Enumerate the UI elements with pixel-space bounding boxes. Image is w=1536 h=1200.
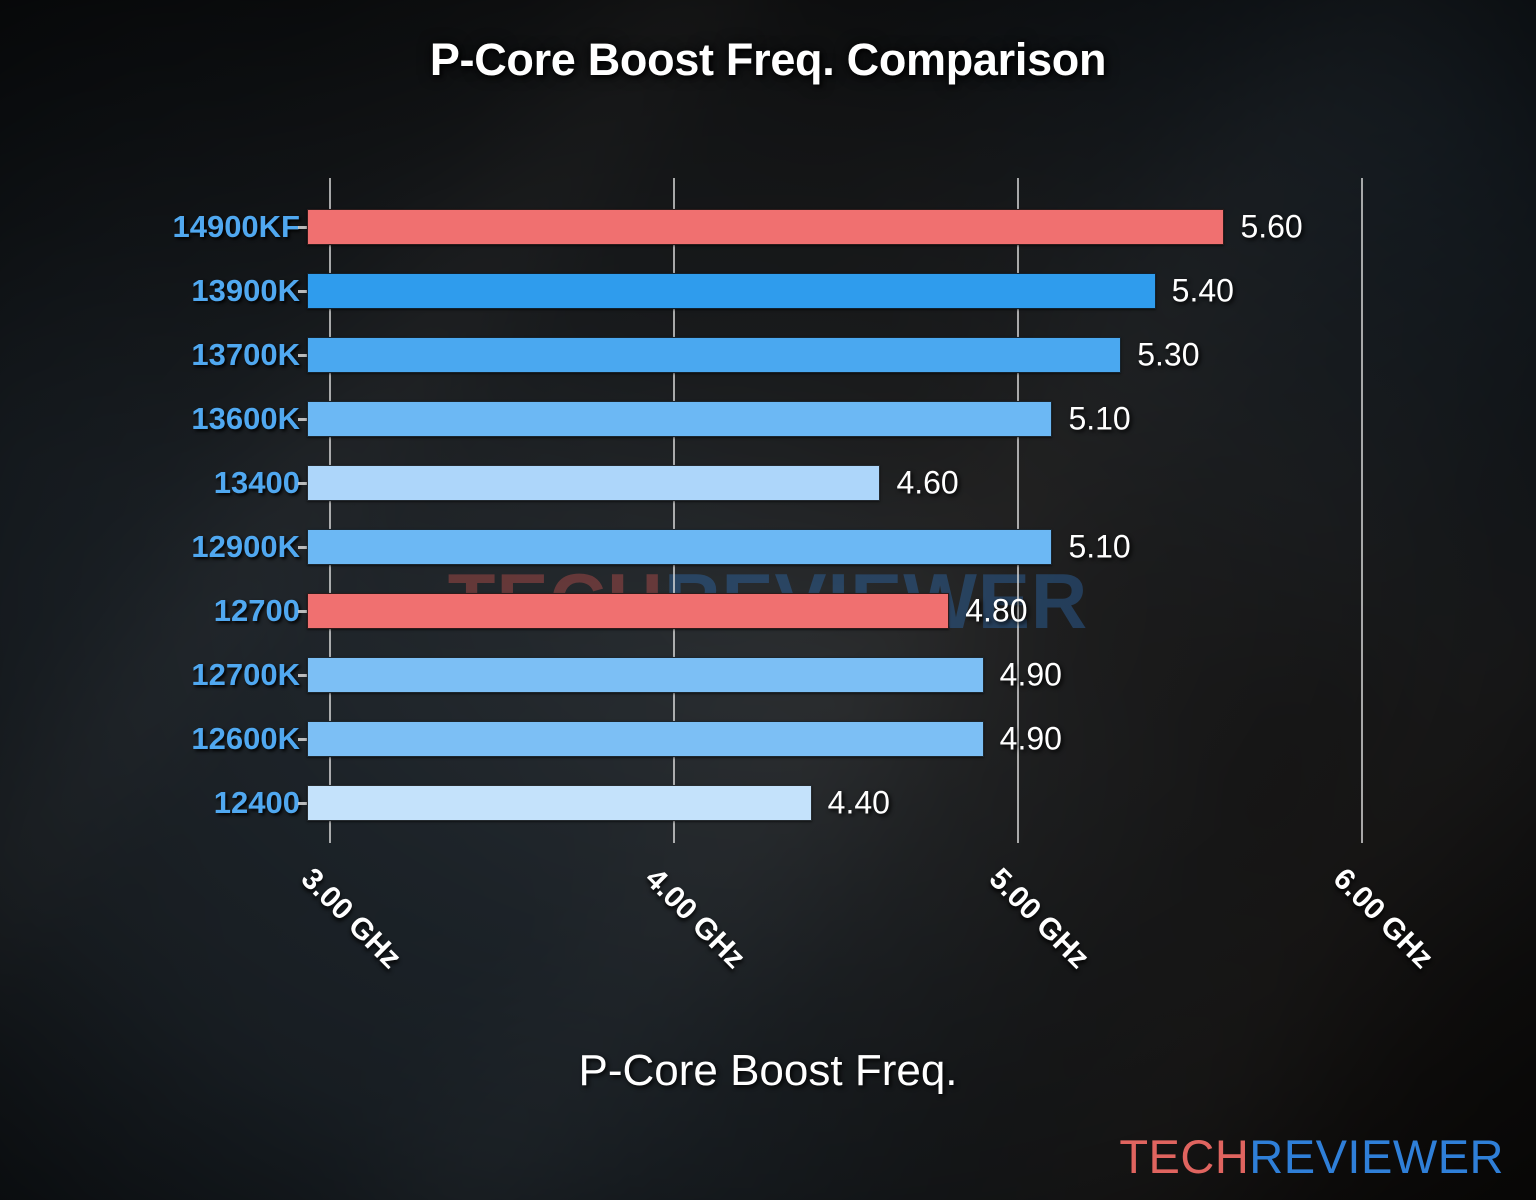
- category-label-14900kf: 14900KF: [172, 209, 300, 244]
- bar-value-label: 4.60: [896, 464, 959, 501]
- category-label-12900k: 12900K: [191, 529, 300, 564]
- category-label-13600k: 13600K: [191, 401, 300, 436]
- bar-row: 13400 4.60: [0, 451, 1536, 515]
- bar-row: 12600K 4.90: [0, 707, 1536, 771]
- bar-value-label: 4.90: [999, 720, 1062, 757]
- bar-13600k[interactable]: [307, 401, 1053, 437]
- gridline-5-00-ghz: [1017, 178, 1020, 843]
- category-label-12700: 12700: [213, 593, 300, 628]
- y-tick-mark: [298, 482, 309, 485]
- y-tick-mark: [298, 354, 309, 357]
- bar-value-label: 4.80: [965, 592, 1028, 629]
- category-label-12700k: 12700K: [191, 657, 300, 692]
- gridline-3-00-ghz: [329, 178, 332, 843]
- logo-reviewer: REVIEWER: [1249, 1130, 1504, 1183]
- bar-value-label: 4.40: [827, 784, 890, 821]
- bar-row: 13600K 5.10: [0, 387, 1536, 451]
- bar-12600k[interactable]: [307, 721, 984, 757]
- bar-value-label: 5.60: [1240, 208, 1303, 245]
- logo-tech: TECH: [1119, 1130, 1250, 1183]
- y-tick-mark: [298, 290, 309, 293]
- category-label-12600k: 12600K: [191, 721, 300, 756]
- bar-row: 13700K 5.30: [0, 323, 1536, 387]
- bar-row: 12900K 5.10: [0, 515, 1536, 579]
- x-tick-label-3-00-ghz: 3.00 GHz: [294, 862, 408, 975]
- y-tick-mark: [298, 546, 309, 549]
- bar-value-label: 5.40: [1171, 272, 1234, 309]
- bar-13700k[interactable]: [307, 337, 1122, 373]
- bar-13400[interactable]: [307, 465, 881, 501]
- bar-12700[interactable]: [307, 593, 950, 629]
- chart-title: P-Core Boost Freq. Comparison: [429, 34, 1107, 85]
- y-tick-mark: [298, 418, 309, 421]
- y-tick-mark: [298, 738, 309, 741]
- bar-14900kf[interactable]: [307, 209, 1225, 245]
- brand-logo: TECHREVIEWER: [1119, 1129, 1504, 1184]
- x-tick-label-4-00-ghz: 4.00 GHz: [638, 862, 752, 975]
- bar-12400[interactable]: [307, 785, 812, 821]
- bar-row: 14900KF 5.60: [0, 195, 1536, 259]
- bar-row: 12400 4.40: [0, 771, 1536, 835]
- bar-row: 12700 4.80: [0, 579, 1536, 643]
- y-tick-mark: [298, 610, 309, 613]
- bar-value-label: 4.90: [999, 656, 1062, 693]
- bar-row: 13900K 5.40: [0, 259, 1536, 323]
- y-tick-mark: [298, 226, 309, 229]
- category-label-12400: 12400: [213, 785, 300, 820]
- bar-value-label: 5.10: [1068, 528, 1131, 565]
- category-label-13700k: 13700K: [191, 337, 300, 372]
- x-tick-label-5-00-ghz: 5.00 GHz: [982, 862, 1096, 975]
- y-tick-mark: [298, 674, 309, 677]
- gridline-6-00-ghz: [1361, 178, 1364, 843]
- bar-12700k[interactable]: [307, 657, 984, 693]
- bar-value-label: 5.30: [1137, 336, 1200, 373]
- x-tick-label-6-00-ghz: 6.00 GHz: [1326, 862, 1440, 975]
- category-label-13900k: 13900K: [191, 273, 300, 308]
- bar-13900k[interactable]: [307, 273, 1156, 309]
- bar-value-label: 5.10: [1068, 400, 1131, 437]
- bar-row: 12700K 4.90: [0, 643, 1536, 707]
- bar-12900k[interactable]: [307, 529, 1053, 565]
- y-tick-mark: [298, 802, 309, 805]
- category-label-13400: 13400: [213, 465, 300, 500]
- x-axis-label: P-Core Boost Freq.: [578, 1046, 958, 1095]
- gridline-4-00-ghz: [673, 178, 676, 843]
